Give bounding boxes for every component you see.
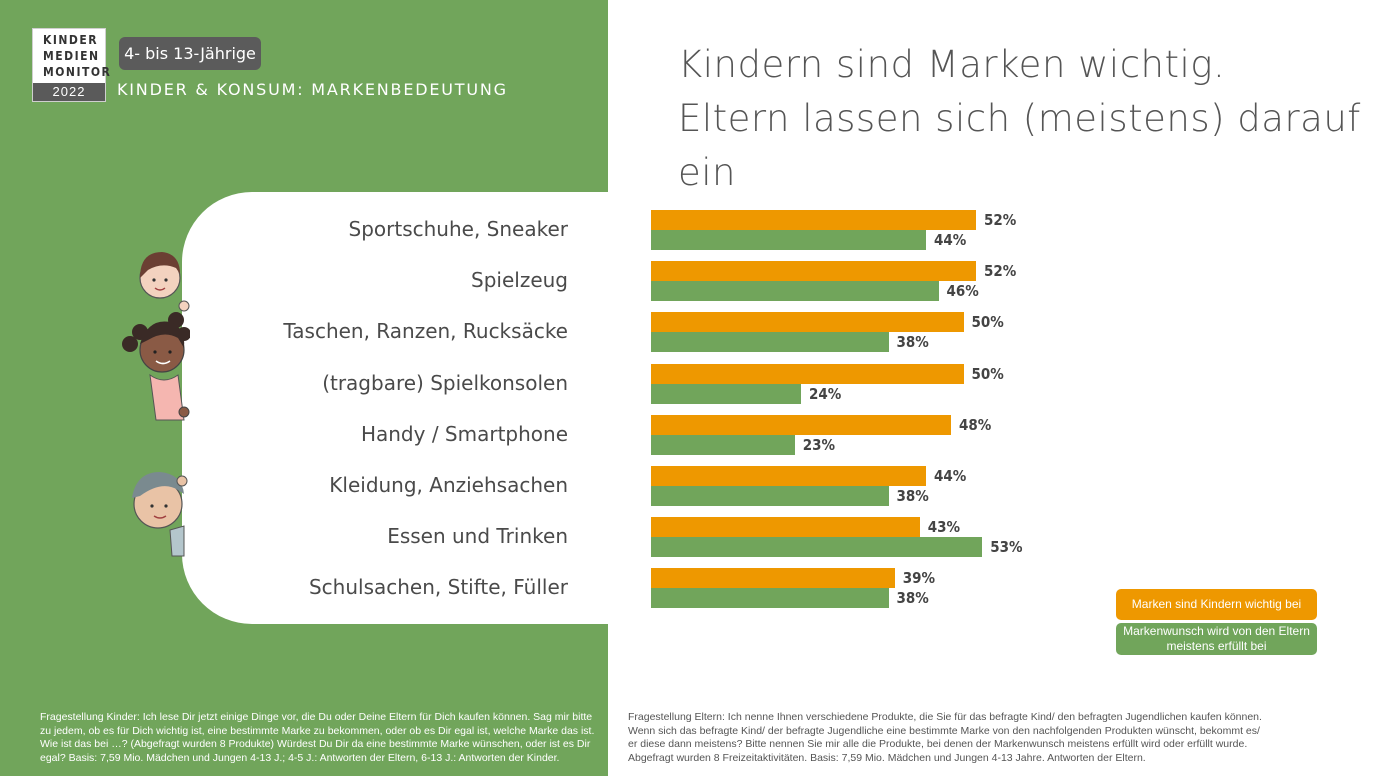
- category-label: Kleidung, Anziehsachen: [329, 473, 568, 497]
- bar-value-label: 46%: [946, 282, 979, 301]
- category-label: Sportschuhe, Sneaker: [348, 217, 568, 241]
- bar-wish-fulfilled: [651, 434, 795, 455]
- bar-brand-important: [651, 312, 964, 333]
- bar-brand-important: [651, 261, 976, 282]
- bar-value-label: 38%: [896, 487, 929, 505]
- footnote-parents: Fragestellung Eltern: Ich nenne Ihnen ve…: [628, 711, 1262, 764]
- legend-green: Markenwunsch wird von den Eltern meisten…: [1116, 623, 1317, 655]
- bar-value-label: 50%: [971, 313, 1004, 332]
- bar-value-label: 38%: [896, 589, 929, 608]
- legend-orange: Marken sind Kindern wichtig bei: [1116, 589, 1317, 620]
- bar-wish-fulfilled: [651, 383, 801, 404]
- bar-wish-fulfilled: [651, 588, 889, 609]
- category-label: Essen und Trinken: [387, 524, 568, 549]
- kim-logo: KINDER MEDIEN MONITOR 2022: [32, 28, 110, 102]
- bar-wish-fulfilled: [651, 486, 889, 506]
- bar-value-label: 38%: [896, 333, 929, 352]
- bar-brand-important: [651, 210, 976, 230]
- bar-value-label: 50%: [971, 364, 1004, 383]
- title-line-2: Eltern lassen sich (meistens) darauf ein: [678, 97, 1361, 194]
- category-label: Spielzeug: [471, 268, 568, 293]
- children-illustration: [122, 252, 190, 557]
- child-1-icon: [139, 252, 190, 312]
- footnote-children: Fragestellung Kinder: Ich lese Dir jetzt…: [40, 711, 595, 764]
- category-label-panel: [182, 192, 608, 624]
- page-title: Kindern sind Marken wichtig. Eltern lass…: [678, 38, 1380, 200]
- bar-value-label: 24%: [809, 384, 842, 403]
- title-line-1: Kindern sind Marken wichtig.: [678, 43, 1226, 86]
- bar-brand-important: [651, 363, 964, 384]
- bar-value-label: 39%: [902, 569, 936, 588]
- category-label: Schulsachen, Stifte, Füller: [308, 575, 568, 600]
- category-label: Handy / Smartphone: [360, 421, 568, 446]
- child-3-icon: [132, 472, 188, 557]
- bar-value-label: 43%: [927, 518, 961, 537]
- child-2-icon: [122, 312, 190, 421]
- logo-year: 2022: [33, 83, 105, 101]
- bar-wish-fulfilled: [651, 230, 926, 250]
- bar-value-label: 53%: [990, 538, 1023, 557]
- bar-brand-important: [651, 466, 926, 486]
- bar-value-label: 48%: [959, 415, 992, 434]
- bar-brand-important: [651, 414, 951, 435]
- bar-value-label: 44%: [934, 467, 967, 485]
- age-badge: 4- bis 13-Jährige: [119, 37, 261, 70]
- logo-line-2: MEDIEN: [43, 49, 100, 63]
- bar-value-label: 44%: [934, 231, 967, 249]
- logo-line-1: KINDER: [43, 33, 99, 47]
- bar-value-label: 23%: [802, 435, 836, 454]
- bar-wish-fulfilled: [651, 281, 939, 302]
- category-label: Taschen, Ranzen, Rucksäcke: [283, 319, 568, 344]
- bar-wish-fulfilled: [651, 537, 983, 558]
- bar-brand-important: [651, 568, 895, 589]
- bar-value-label: 52%: [984, 262, 1017, 281]
- bar-wish-fulfilled: [651, 332, 889, 353]
- logo-line-3: MONITOR: [43, 65, 112, 79]
- category-label: (tragbare) Spielkonsolen: [322, 370, 568, 395]
- bar-brand-important: [651, 517, 920, 538]
- section-subtitle: Kinder & Konsum: Markenbedeutung: [117, 80, 508, 99]
- bar-value-label: 52%: [984, 211, 1017, 229]
